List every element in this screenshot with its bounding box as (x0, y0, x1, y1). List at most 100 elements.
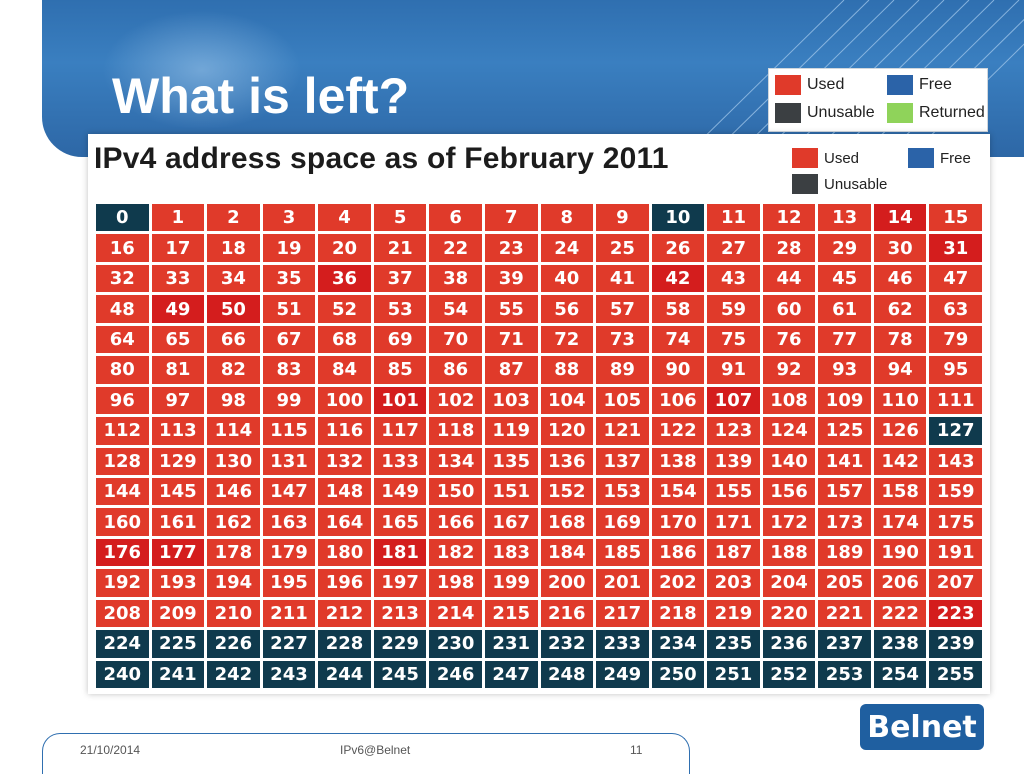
ipv4-block-146: 146 (207, 477, 260, 506)
ipv4-block-228: 228 (318, 630, 371, 658)
ipv4-block-34: 34 (207, 264, 260, 293)
ipv4-block-233: 233 (596, 630, 649, 658)
ipv4-block-215: 215 (484, 599, 538, 628)
ipv4-block-88: 88 (540, 356, 594, 384)
ipv4-block-8: 8 (540, 204, 594, 232)
ipv4-block-98: 98 (207, 386, 260, 415)
ipv4-block-0: 0 (96, 204, 149, 232)
ipv4-block-181: 181 (373, 538, 427, 567)
ipv4-block-142: 142 (873, 447, 927, 475)
ipv4-block-130: 130 (207, 447, 260, 475)
ipv4-block-178: 178 (207, 538, 260, 567)
ipv4-block-242: 242 (207, 660, 260, 688)
ipv4-block-211: 211 (262, 599, 316, 628)
ipv4-block-150: 150 (429, 477, 482, 506)
ipv4-block-92: 92 (762, 356, 816, 384)
ipv4-block-74: 74 (651, 325, 705, 354)
ipv4-block-83: 83 (262, 356, 316, 384)
ipv4-block-180: 180 (318, 538, 371, 567)
ipv4-block-212: 212 (318, 599, 371, 628)
footer-date: 21/10/2014 (80, 743, 141, 757)
legend-item-returned: Returned (887, 103, 985, 123)
ipv4-block-3: 3 (262, 204, 316, 232)
header-glow (102, 10, 302, 130)
ipv4-block-179: 179 (262, 538, 316, 567)
ipv4-block-72: 72 (540, 325, 594, 354)
ipv4-block-132: 132 (318, 447, 371, 475)
ipv4-block-245: 245 (373, 660, 427, 688)
legend-swatch (908, 148, 934, 168)
footer-bar (42, 733, 690, 774)
ipv4-block-59: 59 (707, 295, 760, 323)
ipv4-block-7: 7 (484, 204, 538, 232)
ipv4-block-241: 241 (151, 660, 205, 688)
ipv4-block-164: 164 (318, 508, 371, 536)
ipv4-block-120: 120 (540, 417, 594, 445)
ipv4-block-73: 73 (596, 325, 649, 354)
ipv4-block-109: 109 (818, 386, 871, 415)
ipv4-block-248: 248 (540, 660, 594, 688)
ipv4-block-23: 23 (484, 234, 538, 262)
ipv4-block-76: 76 (762, 325, 816, 354)
ipv4-block-20: 20 (318, 234, 371, 262)
ipv4-block-154: 154 (651, 477, 705, 506)
ipv4-block-100: 100 (318, 386, 371, 415)
ipv4-block-113: 113 (151, 417, 205, 445)
ipv4-block-216: 216 (540, 599, 594, 628)
ipv4-block-39: 39 (484, 264, 538, 293)
legend-swatch (887, 103, 913, 123)
figure-title: IPv4 address space as of February 2011 (94, 142, 669, 175)
ipv4-block-162: 162 (207, 508, 260, 536)
legend-item-used: Used (775, 75, 844, 95)
ipv4-block-25: 25 (596, 234, 649, 262)
ipv4-block-246: 246 (429, 660, 482, 688)
legend-label: Unusable (807, 104, 875, 121)
ipv4-block-230: 230 (429, 630, 482, 658)
footer-page-number: 11 (630, 743, 643, 757)
ipv4-block-116: 116 (318, 417, 371, 445)
ipv4-block-158: 158 (873, 477, 927, 506)
ipv4-block-250: 250 (651, 660, 705, 688)
ipv4-block-grid: 0 1 2 3 4 5 6 7 8 9 10 11 12 13 14 15 16 17 18 19 20 21 22 23 24… (96, 204, 982, 688)
ipv4-block-194: 194 (207, 569, 260, 597)
figure-legend: Used Free Unusable (792, 144, 988, 200)
ipv4-block-1: 1 (151, 204, 205, 232)
ipv4-block-247: 247 (484, 660, 538, 688)
ipv4-block-62: 62 (873, 295, 927, 323)
ipv4-block-165: 165 (373, 508, 427, 536)
ipv4-block-40: 40 (540, 264, 594, 293)
ipv4-block-198: 198 (429, 569, 482, 597)
legend-swatch (775, 103, 801, 123)
ipv4-block-29: 29 (818, 234, 871, 262)
ipv4-block-204: 204 (762, 569, 816, 597)
legend-item-unusable: Unusable (775, 103, 875, 123)
ipv4-block-173: 173 (818, 508, 871, 536)
ipv4-block-124: 124 (762, 417, 816, 445)
ipv4-figure: IPv4 address space as of February 2011 U… (88, 134, 990, 694)
ipv4-block-114: 114 (207, 417, 260, 445)
ipv4-block-252: 252 (762, 660, 816, 688)
ipv4-block-193: 193 (151, 569, 205, 597)
ipv4-block-53: 53 (373, 295, 427, 323)
ipv4-block-169: 169 (596, 508, 649, 536)
ipv4-block-6: 6 (429, 204, 482, 232)
ipv4-block-87: 87 (484, 356, 538, 384)
legend-label: Free (919, 76, 952, 93)
ipv4-block-5: 5 (373, 204, 427, 232)
legend-label: Unusable (824, 175, 888, 193)
ipv4-block-155: 155 (707, 477, 760, 506)
ipv4-block-47: 47 (929, 264, 982, 293)
ipv4-block-126: 126 (873, 417, 927, 445)
ipv4-block-131: 131 (262, 447, 316, 475)
ipv4-block-129: 129 (151, 447, 205, 475)
ipv4-block-134: 134 (429, 447, 482, 475)
ipv4-block-107: 107 (707, 386, 760, 415)
ipv4-block-97: 97 (151, 386, 205, 415)
ipv4-block-15: 15 (929, 204, 982, 232)
legend-label: Returned (919, 104, 985, 121)
ipv4-block-172: 172 (762, 508, 816, 536)
ipv4-block-123: 123 (707, 417, 760, 445)
ipv4-block-101: 101 (373, 386, 427, 415)
ipv4-block-147: 147 (262, 477, 316, 506)
ipv4-block-144: 144 (96, 477, 149, 506)
